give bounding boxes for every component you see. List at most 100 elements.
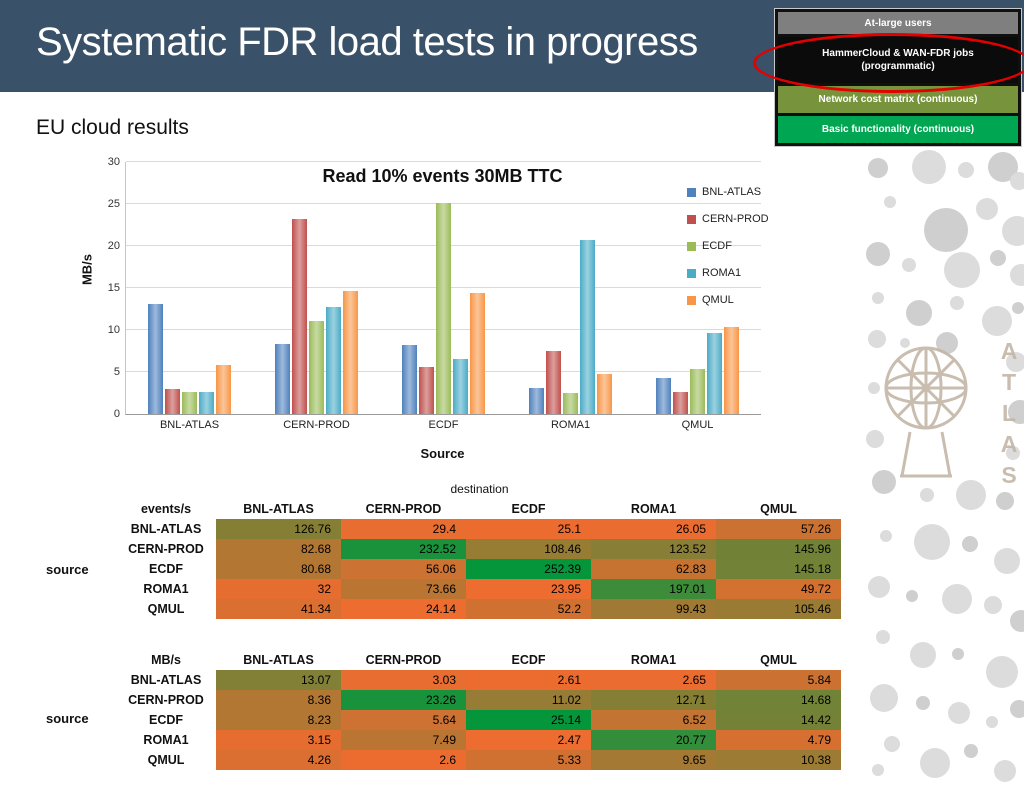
- y-tick-label: 5: [113, 366, 120, 378]
- column-header: ECDF: [511, 502, 546, 516]
- table-cell: 252.39: [466, 559, 591, 579]
- table-cell: 23.95: [466, 579, 591, 599]
- bg-dot: [962, 536, 978, 552]
- table-cell: 62.83: [591, 559, 716, 579]
- chart-title: Read 10% events 30MB TTC: [322, 166, 563, 186]
- table-cell: 25.1: [466, 519, 591, 539]
- bg-dot: [884, 736, 900, 752]
- bar: [216, 364, 231, 414]
- category-label: ECDF: [428, 419, 459, 431]
- bar: [470, 292, 485, 414]
- table-cell: 26.05: [591, 519, 716, 539]
- table-cell: 57.26: [716, 519, 841, 539]
- bg-dot: [952, 648, 964, 660]
- bg-dot: [912, 150, 946, 184]
- bg-dot: [916, 696, 930, 710]
- bg-dot: [956, 480, 986, 510]
- legend-swatch: [687, 241, 696, 251]
- legend-label: ROMA1: [702, 267, 742, 279]
- table-cell: 52.2: [466, 599, 591, 619]
- bg-dot: [868, 330, 886, 348]
- bg-dot: [872, 764, 884, 776]
- bg-dot: [868, 382, 880, 394]
- unit-label: events/s: [140, 502, 192, 516]
- bg-dot: [906, 300, 932, 326]
- legend-swatch: [687, 295, 696, 305]
- bar: [309, 321, 324, 414]
- table-cell: 3.03: [341, 670, 466, 690]
- bar: [182, 392, 197, 414]
- bar: [453, 359, 468, 414]
- bg-dot: [1010, 700, 1024, 718]
- table-row-label: ECDF: [148, 562, 184, 576]
- bar: [326, 307, 341, 414]
- table-cell: 5.33: [466, 750, 591, 770]
- table-row-label: BNL-ATLAS: [130, 673, 202, 687]
- table-cell: 4.79: [716, 730, 841, 750]
- bg-dot: [868, 576, 890, 598]
- bg-dot: [996, 492, 1014, 510]
- table-cell: 82.68: [216, 539, 341, 559]
- bar: [597, 373, 612, 414]
- bar: [343, 290, 358, 414]
- category-label: QMUL: [681, 419, 714, 431]
- table-cell: 14.68: [716, 690, 841, 710]
- bg-dot: [986, 716, 998, 728]
- bar: [402, 344, 417, 414]
- bg-dot: [1008, 400, 1024, 424]
- plot-area: BNL-ATLAS CERN-PROD ECDF ROMA1 QMUL: [125, 161, 761, 431]
- table-cell: 197.01: [591, 579, 716, 599]
- table-cell: 145.18: [716, 559, 841, 579]
- bar: [580, 239, 595, 414]
- table-cell: 14.42: [716, 710, 841, 730]
- bg-dot: [920, 748, 950, 778]
- table-cell: 4.26: [216, 750, 341, 770]
- column-header: ECDF: [511, 653, 546, 667]
- bg-dot: [1012, 302, 1024, 314]
- bg-dot: [948, 702, 970, 724]
- table-cell: 73.66: [341, 579, 466, 599]
- column-header: CERN-PROD: [365, 653, 442, 667]
- table-cell: 2.47: [466, 730, 591, 750]
- bar: [546, 351, 561, 414]
- table-cell: 105.46: [716, 599, 841, 619]
- table-cell: 25.14: [466, 710, 591, 730]
- bar: [419, 366, 434, 414]
- bg-dot: [902, 258, 916, 272]
- table-cell: 108.46: [466, 539, 591, 559]
- column-header: CERN-PROD: [365, 502, 442, 516]
- table-cell: 2.65: [591, 670, 716, 690]
- table-cell: 56.06: [341, 559, 466, 579]
- table-row-label: CERN-PROD: [128, 542, 204, 556]
- table-grid: events/s BNL-ATLAS CERN-PROD ECDF ROMA1 QMUL B…: [116, 499, 843, 619]
- bar-group: ROMA1: [507, 162, 634, 431]
- table-cell: 20.77: [591, 730, 716, 750]
- legend-label: BNL-ATLAS: [702, 186, 762, 198]
- table-cell: 99.43: [591, 599, 716, 619]
- status-legend-box: At-large users HammerCloud & WAN-FDR jobs…: [753, 8, 1024, 147]
- bg-dot: [1010, 264, 1024, 286]
- events-table: destination events/s BNL-ATLAS CERN-PROD ECD…: [116, 482, 843, 619]
- x-axis-title: Source: [420, 446, 465, 461]
- atlas-watermark: ATLAS: [872, 336, 1022, 493]
- category-label: ROMA1: [550, 419, 591, 431]
- grid-line: [126, 161, 761, 162]
- atlas-detector-sketch: [884, 346, 968, 478]
- legend-item: ROMA1: [687, 267, 769, 279]
- bar: [275, 343, 290, 414]
- table1-source-label: source: [46, 562, 89, 577]
- column-header: QMUL: [760, 653, 797, 667]
- table-cell: 23.26: [341, 690, 466, 710]
- table-cell: 7.49: [341, 730, 466, 750]
- bg-dot: [866, 430, 884, 448]
- table-cell: 13.07: [216, 670, 341, 690]
- table-cell: 9.65: [591, 750, 716, 770]
- status-item: HammerCloud & WAN-FDR jobs (programmatic…: [778, 37, 1018, 83]
- table-grid: MB/s BNL-ATLAS CERN-PROD ECDF ROMA1 QMUL BNL-A…: [116, 650, 843, 770]
- table-cell: 2.6: [341, 750, 466, 770]
- bg-dot: [914, 524, 950, 560]
- bg-dot: [944, 252, 980, 288]
- table-cell: 123.52: [591, 539, 716, 559]
- column-header: ROMA1: [630, 502, 677, 516]
- bg-dot: [1006, 352, 1024, 372]
